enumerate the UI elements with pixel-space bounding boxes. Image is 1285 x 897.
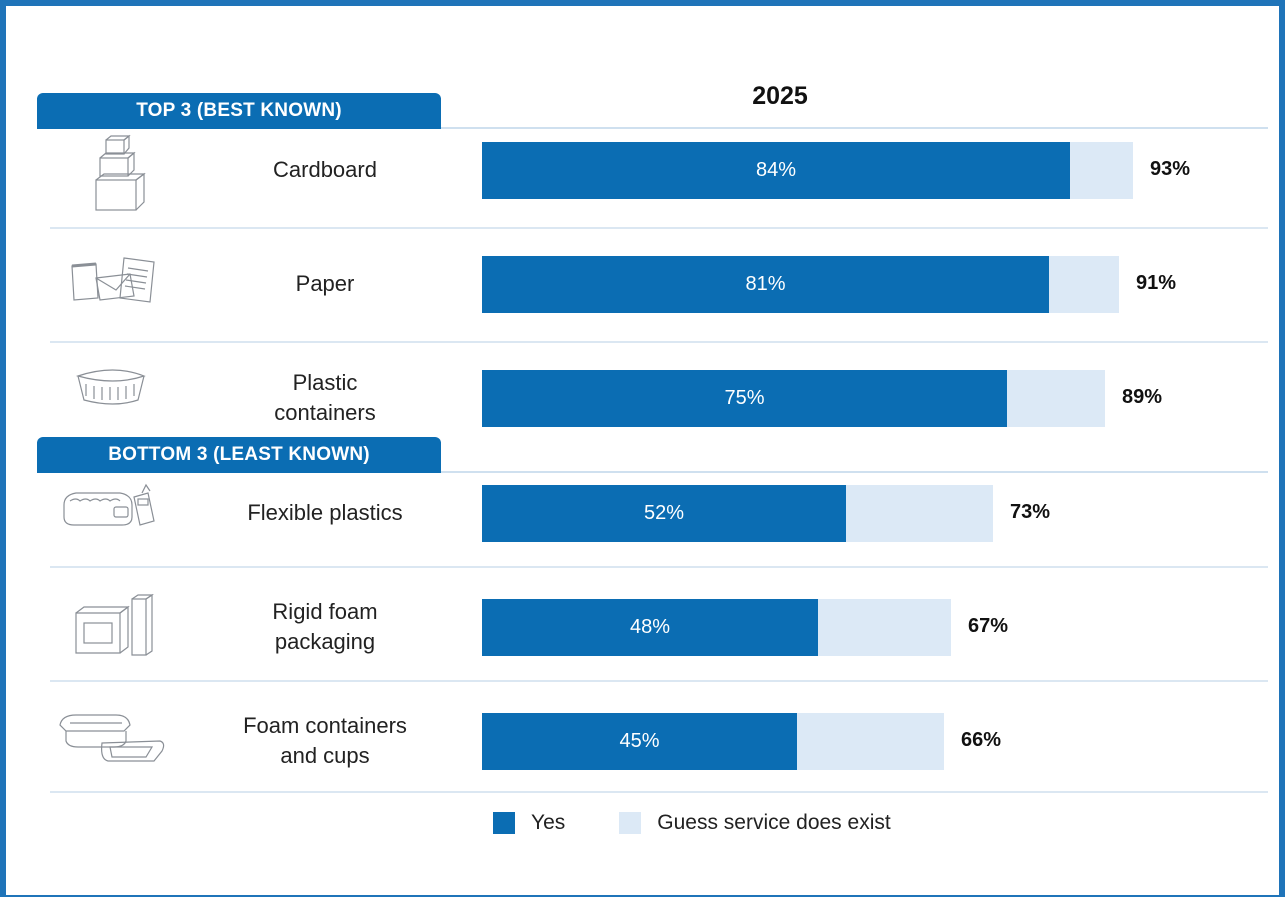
total-value-label: 93% bbox=[1150, 158, 1191, 180]
category-label: Foam containers and cups bbox=[210, 711, 440, 771]
bar-yes: 45% bbox=[482, 713, 797, 770]
legend: Yes Guess service does exist bbox=[493, 810, 945, 836]
total-value-label: 67% bbox=[968, 615, 1009, 637]
category-label-line: Foam containers bbox=[243, 713, 407, 738]
bar-yes: 84% bbox=[482, 142, 1070, 199]
bar-yes: 48% bbox=[482, 599, 818, 656]
foam-container-icon bbox=[56, 705, 166, 775]
row-separator bbox=[50, 566, 1268, 568]
total-value-label: 73% bbox=[1010, 501, 1051, 523]
category-label-line: and cups bbox=[280, 743, 370, 768]
row-separator bbox=[50, 680, 1268, 682]
category-label-line: packaging bbox=[274, 629, 376, 654]
plastic-container-icon bbox=[56, 362, 166, 432]
category-label: Plastic containers bbox=[210, 368, 440, 428]
category-label: Flexible plastics bbox=[210, 498, 440, 528]
bar-yes-value-label: 75% bbox=[724, 387, 765, 409]
category-label: Paper bbox=[210, 269, 440, 299]
category-label-line: Flexible plastics bbox=[247, 500, 403, 525]
total-value-label: 66% bbox=[961, 729, 1002, 751]
cardboard-boxes-icon bbox=[56, 134, 166, 211]
category-label: Cardboard bbox=[210, 155, 440, 185]
category-label-line: containers bbox=[274, 400, 376, 425]
bar-yes: 75% bbox=[482, 370, 1007, 427]
bar-yes-value-label: 84% bbox=[755, 159, 797, 181]
legend-item-guess: Guess service does exist bbox=[619, 811, 891, 835]
group-tab-top: TOP 3 (BEST KNOWN) bbox=[37, 93, 441, 129]
legend-swatch-guess bbox=[619, 812, 642, 834]
bar-yes: 52% bbox=[482, 485, 846, 542]
category-label-line: Plastic bbox=[292, 370, 358, 395]
legend-swatch-yes bbox=[493, 812, 515, 834]
category-label-line: Rigid foam bbox=[272, 599, 378, 624]
total-value-label: 89% bbox=[1122, 386, 1163, 408]
group-tab-bottom: BOTTOM 3 (LEAST KNOWN) bbox=[37, 437, 441, 473]
row-separator bbox=[50, 227, 1268, 229]
legend-item-yes: Yes bbox=[493, 811, 565, 835]
paper-documents-icon bbox=[56, 248, 166, 318]
category-label-line: Paper bbox=[295, 271, 355, 296]
row-separator bbox=[50, 341, 1268, 343]
group-tab-top-rule bbox=[441, 127, 1268, 129]
bar-yes: 81% bbox=[482, 256, 1049, 313]
bar-yes-value-label: 52% bbox=[643, 502, 685, 524]
category-label: Rigid foam packaging bbox=[210, 597, 440, 657]
legend-label-yes: Yes bbox=[531, 811, 566, 834]
bar-yes-value-label: 81% bbox=[745, 273, 786, 295]
row-separator bbox=[50, 791, 1268, 793]
chart-title: 2025 bbox=[752, 82, 808, 110]
category-label-line: Cardboard bbox=[273, 157, 377, 182]
rigid-foam-packaging-icon bbox=[56, 591, 166, 661]
group-tab-bottom-rule bbox=[441, 471, 1268, 473]
total-value-label: 91% bbox=[1136, 272, 1177, 294]
bar-yes-value-label: 45% bbox=[619, 730, 660, 752]
flexible-plastics-icon bbox=[56, 477, 166, 547]
legend-label-guess: Guess service does exist bbox=[657, 811, 891, 834]
bar-yes-value-label: 48% bbox=[629, 616, 671, 638]
